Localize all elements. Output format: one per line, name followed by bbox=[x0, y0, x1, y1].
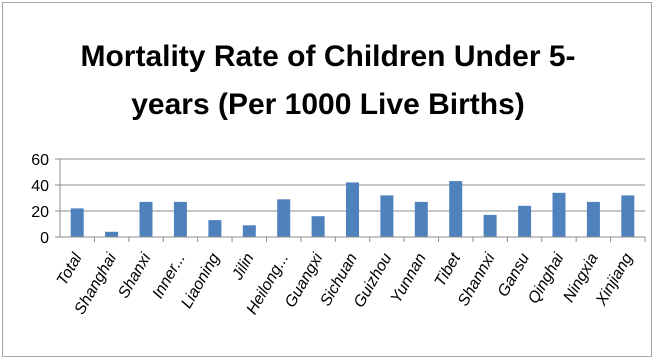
bar-heilong bbox=[277, 199, 291, 237]
x-tick-label: Jilin bbox=[229, 250, 258, 283]
bar-jilin bbox=[242, 225, 256, 237]
bar-inner bbox=[173, 201, 187, 237]
bar-sichuan bbox=[346, 182, 359, 237]
bar-gansu bbox=[518, 205, 532, 237]
bar-guizhou bbox=[380, 195, 394, 237]
chart-frame: Mortality Rate of Children Under 5- year… bbox=[2, 2, 652, 357]
bar-shanxi bbox=[139, 201, 153, 237]
bar-chart: Mortality Rate of Children Under 5- year… bbox=[31, 40, 646, 318]
y-tick-label: 60 bbox=[31, 152, 49, 169]
bar-liaoning bbox=[208, 220, 222, 237]
bars bbox=[70, 181, 635, 237]
bar-xinjiang bbox=[621, 195, 635, 237]
bar-qinghai bbox=[552, 192, 566, 237]
x-tick-label: Tibet bbox=[432, 250, 465, 290]
y-tick-label: 20 bbox=[31, 204, 49, 221]
bar-total bbox=[70, 208, 84, 237]
x-tick-label: Total bbox=[54, 250, 86, 288]
bar-ningxia bbox=[586, 201, 600, 237]
chart-title-line-2: years (Per 1000 Live Births) bbox=[131, 88, 525, 121]
bar-guangxi bbox=[311, 216, 325, 237]
y-axis-ticks: 0 20 40 60 bbox=[31, 152, 60, 247]
chart-title: Mortality Rate of Children Under 5- year… bbox=[80, 40, 575, 121]
y-tick-label: 40 bbox=[31, 178, 49, 195]
bar-tibet bbox=[449, 181, 463, 237]
chart-title-line-1: Mortality Rate of Children Under 5- bbox=[80, 40, 575, 73]
axes bbox=[59, 159, 646, 242]
bar-shanghai bbox=[105, 231, 119, 237]
y-tick-label: 0 bbox=[40, 230, 49, 247]
bar-shannxi bbox=[483, 214, 497, 237]
bar-yunnan bbox=[414, 201, 428, 237]
x-tick-label: Gansu bbox=[495, 250, 533, 299]
